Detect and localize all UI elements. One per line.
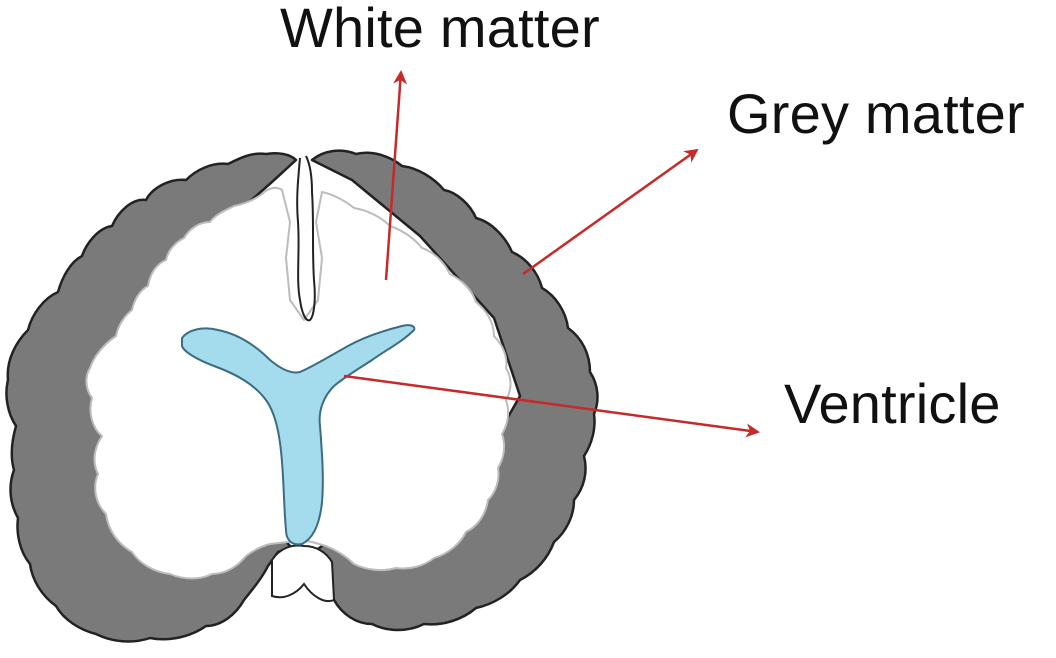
ventricle-label: Ventricle [784, 372, 1001, 435]
longitudinal-fissure [296, 155, 316, 322]
grey-matter-label: Grey matter [727, 82, 1025, 145]
white-matter-arrow [384, 70, 408, 281]
white-matter-label: White matter [280, 0, 600, 59]
left-hemisphere-grey-matter [5, 152, 298, 643]
ventricle-arrow [343, 374, 760, 438]
ventricle-shape [181, 324, 416, 546]
inferior-notch [271, 544, 336, 602]
grey-matter-arrow [522, 148, 699, 276]
